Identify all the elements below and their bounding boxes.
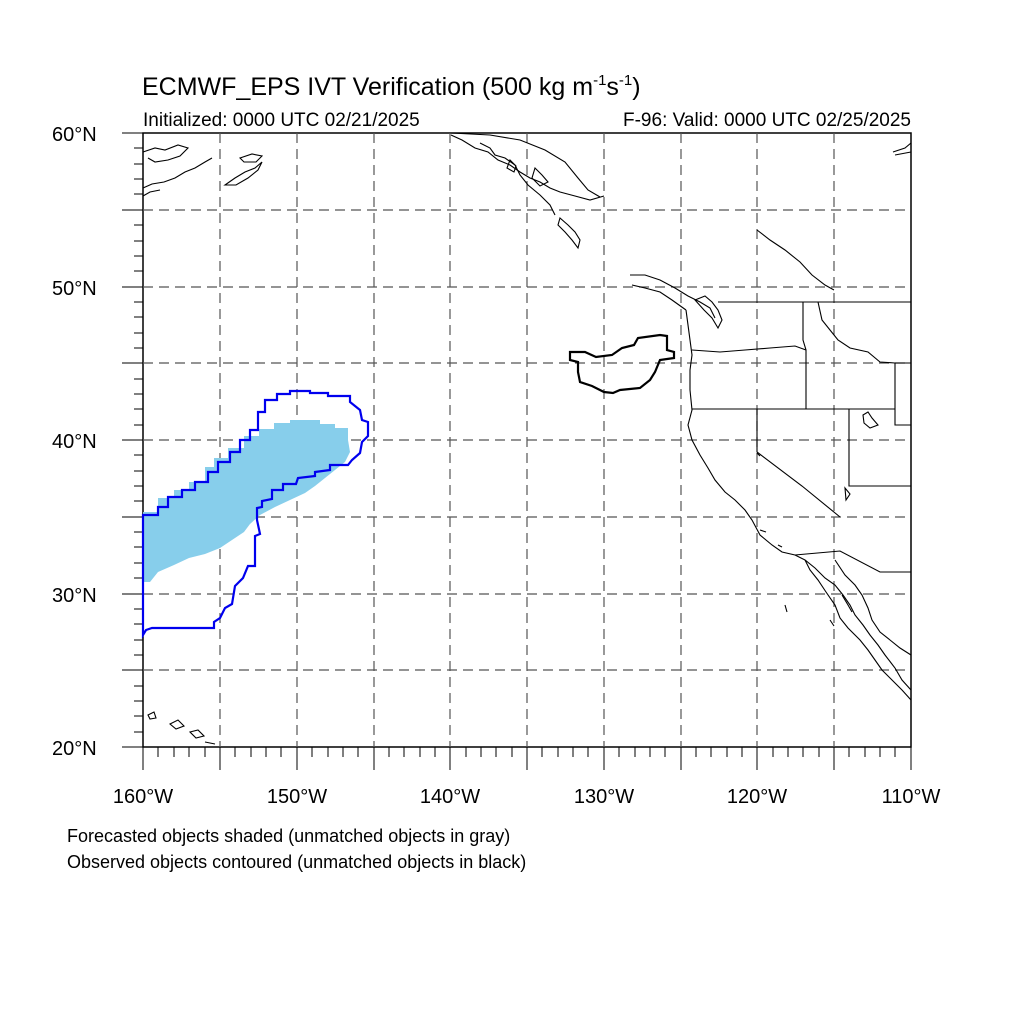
caption-observed: Observed objects contoured (unmatched ob… [67,852,527,872]
x-tick-label: 110°W [882,786,941,808]
y-tick-label: 30°N [52,585,97,607]
initialized-label: Initialized: 0000 UTC 02/21/2025 [143,110,420,131]
x-tick-label: 160°W [113,786,173,808]
caption-forecast: Forecasted objects shaded (unmatched obj… [67,826,511,846]
observed-object-unmatched [568,333,676,395]
x-tick-label: 130°W [574,786,634,808]
x-tick-label: 140°W [420,786,480,808]
x-tick-label: 150°W [267,786,327,808]
map-title: ECMWF_EPS IVT Verification (500 kg m-1s-… [142,72,641,101]
tick-marks [122,132,912,770]
forecast-object [143,420,350,582]
y-tick-label: 60°N [52,124,97,146]
y-tick-label: 40°N [52,431,97,453]
y-tick-label: 20°N [52,738,97,760]
x-tick-label: 120°W [727,786,787,808]
observed-object-matched [141,389,370,639]
coastlines [142,132,912,745]
y-tick-label: 50°N [52,278,97,300]
valid-time-label: F-96: Valid: 0000 UTC 02/25/2025 [623,110,911,131]
